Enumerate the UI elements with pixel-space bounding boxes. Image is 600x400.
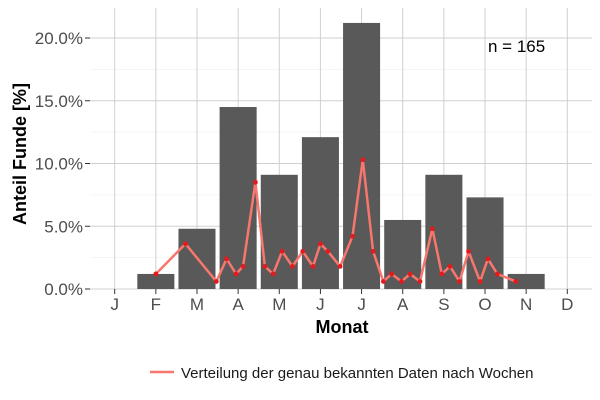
line-point <box>447 264 453 269</box>
x-tick-label: M <box>190 295 204 314</box>
line-point <box>370 248 376 254</box>
line-point <box>477 279 483 284</box>
line-point <box>466 248 471 254</box>
line-point <box>350 233 355 239</box>
line-point <box>262 264 268 269</box>
x-tick-label: O <box>478 295 491 314</box>
line-point <box>279 248 285 254</box>
x-tick-label: F <box>151 295 161 314</box>
line-point <box>417 279 423 284</box>
line-point <box>153 271 159 277</box>
x-tick-label: J <box>357 295 366 314</box>
x-tick-label: M <box>272 295 286 314</box>
line-point <box>485 256 491 262</box>
y-tick-label: 15.0% <box>35 92 83 111</box>
line-point <box>224 256 230 262</box>
bars <box>137 22 545 290</box>
bar-M <box>260 174 298 289</box>
line-point <box>240 264 246 269</box>
line-point <box>399 279 404 284</box>
y-tick-label: 10.0% <box>35 155 83 174</box>
line-point <box>429 226 435 232</box>
line-point <box>233 271 239 277</box>
x-tick-label: A <box>232 295 244 314</box>
line-point <box>407 271 413 277</box>
x-tick-label: D <box>561 295 573 314</box>
x-tick-label: J <box>316 295 325 314</box>
line-point <box>318 241 323 247</box>
legend: Verteilung der genau bekannten Daten nac… <box>150 365 534 382</box>
bar-N <box>507 273 545 289</box>
legend-label: Verteilung der genau bekannten Daten nac… <box>181 365 534 382</box>
n-annotation: n = 165 <box>488 37 545 56</box>
y-tick-label: 5.0% <box>44 217 83 236</box>
y-tick-label: 0.0% <box>44 280 83 299</box>
y-tick-label: 20.0% <box>35 29 83 48</box>
x-tick-label: S <box>438 295 449 314</box>
weekly-line-series <box>153 157 519 284</box>
line-point <box>513 279 519 284</box>
line-point <box>253 179 258 185</box>
line-point <box>290 264 295 269</box>
bar-J <box>301 137 339 289</box>
x-tick-label: J <box>110 295 119 314</box>
line-point <box>380 279 386 284</box>
line-point <box>439 271 445 277</box>
x-tick-label: A <box>397 295 409 314</box>
line-point <box>337 264 343 269</box>
line-point <box>457 279 462 284</box>
line-point <box>310 264 316 269</box>
line-point <box>325 248 331 254</box>
line-point <box>270 271 276 277</box>
line-point <box>360 157 366 163</box>
line-point <box>300 248 306 254</box>
y-axis-ticks: 0.0% 5.0% 10.0% 15.0% 20.0% <box>35 29 90 299</box>
x-axis-title: Monat <box>316 317 369 337</box>
x-tick-label: N <box>520 295 532 314</box>
line-point <box>213 279 219 284</box>
line-point <box>389 271 395 277</box>
line-point <box>183 241 188 247</box>
line-point <box>494 271 500 277</box>
bar-F <box>137 273 175 289</box>
y-axis-title: Anteil Funde [%] <box>10 83 30 225</box>
